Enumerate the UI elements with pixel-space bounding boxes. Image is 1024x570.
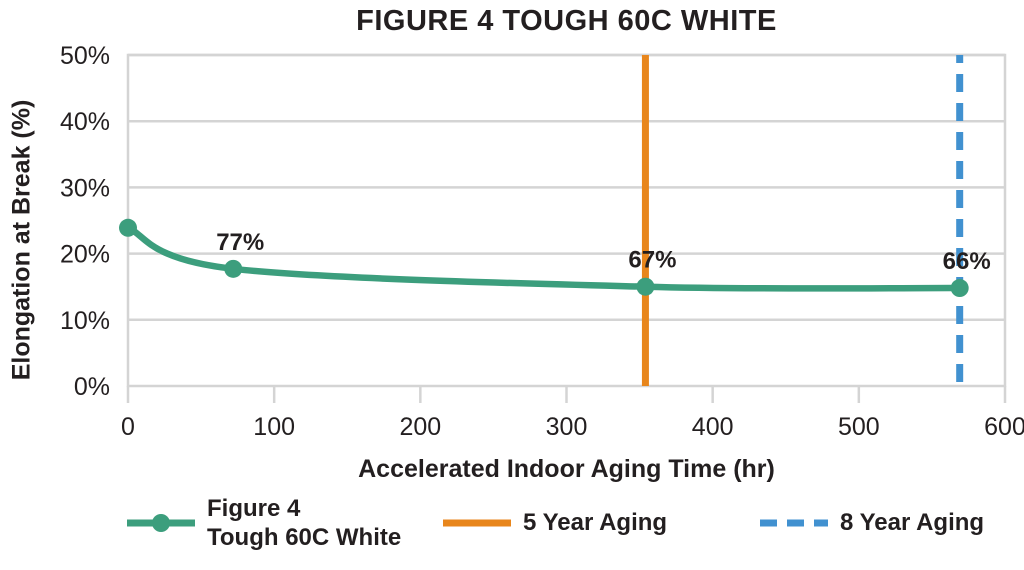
chart-title: FIGURE 4 TOUGH 60C WHITE (356, 5, 777, 37)
data-point (224, 259, 243, 278)
x-tick-label: 100 (253, 413, 295, 441)
y-tick-label: 50% (60, 42, 110, 70)
data-point (636, 277, 655, 296)
x-tick-label: 200 (399, 413, 441, 441)
y-tick-label: 0% (74, 373, 110, 401)
y-tick-label: 40% (60, 108, 110, 136)
x-tick-label: 400 (692, 413, 734, 441)
plot-border (126, 53, 1007, 388)
y-tick-label: 30% (60, 174, 110, 202)
y-tick-label: 10% (60, 307, 110, 335)
data-point-label: 66% (943, 248, 991, 275)
data-point-label: 77% (216, 229, 264, 256)
x-tick-label: 600 (984, 413, 1024, 441)
x-axis-title: Accelerated Indoor Aging Time (hr) (358, 455, 775, 483)
series-line (124, 224, 963, 292)
data-point (119, 218, 137, 237)
data-point-label: 67% (628, 247, 676, 274)
y-tick-label: 20% (60, 241, 110, 269)
x-tick-label: 500 (838, 413, 880, 441)
x-tick-label: 0 (121, 413, 135, 441)
x-tick-label: 300 (546, 413, 588, 441)
data-point (950, 279, 969, 298)
